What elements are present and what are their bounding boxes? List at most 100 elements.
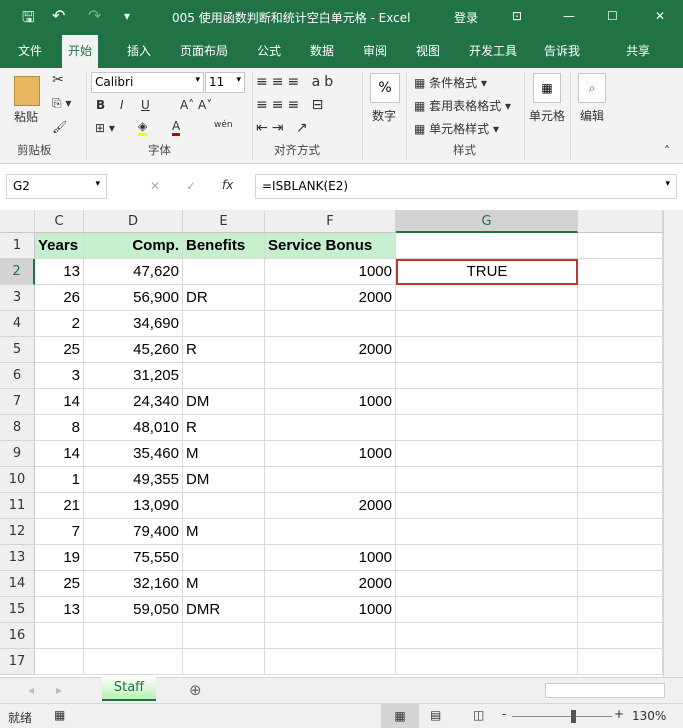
- cell-empty[interactable]: [578, 259, 663, 285]
- cell-E17[interactable]: [183, 649, 265, 675]
- cell-C9[interactable]: 14: [35, 441, 84, 467]
- page-layout-icon[interactable]: ▤: [430, 708, 442, 722]
- cancel-icon[interactable]: ✕: [150, 179, 161, 193]
- cell-G8[interactable]: [396, 415, 578, 441]
- maximize-icon[interactable]: ☐: [607, 9, 618, 23]
- number-format-icon[interactable]: %: [370, 73, 400, 103]
- cell-E5[interactable]: R: [183, 337, 265, 363]
- cell-G17[interactable]: [396, 649, 578, 675]
- row-header[interactable]: 5: [0, 337, 35, 363]
- row-header[interactable]: 9: [0, 441, 35, 467]
- row-header[interactable]: 2: [0, 259, 35, 285]
- format-painter-icon[interactable]: 🖌: [52, 120, 68, 134]
- row-header[interactable]: 1: [0, 233, 35, 259]
- column-header-C[interactable]: C: [35, 210, 84, 233]
- sheet-tab-staff[interactable]: Staff: [102, 677, 156, 701]
- cell-E10[interactable]: DM: [183, 467, 265, 493]
- cell-G1[interactable]: [396, 233, 578, 259]
- cell-D12[interactable]: 79,400: [84, 519, 183, 545]
- cell-D7[interactable]: 24,340: [84, 389, 183, 415]
- cell-D16[interactable]: [84, 623, 183, 649]
- cell-F1[interactable]: Service Bonus: [265, 233, 396, 259]
- row-header[interactable]: 11: [0, 493, 35, 519]
- cell-E3[interactable]: DR: [183, 285, 265, 311]
- cell-F2[interactable]: 1000: [265, 259, 396, 285]
- cell-G7[interactable]: [396, 389, 578, 415]
- tab-4[interactable]: 公式: [257, 44, 282, 58]
- paste-button[interactable]: 粘贴: [14, 110, 39, 124]
- tab-1[interactable]: 开始: [62, 35, 99, 68]
- cell-G13[interactable]: [396, 545, 578, 571]
- cell-D14[interactable]: 32,160: [84, 571, 183, 597]
- cell-C3[interactable]: 26: [35, 285, 84, 311]
- column-header-extra[interactable]: [578, 210, 663, 233]
- cell-G6[interactable]: [396, 363, 578, 389]
- redo-icon[interactable]: ↷: [88, 6, 102, 25]
- cell-C2[interactable]: 13: [35, 259, 84, 285]
- cell-F14[interactable]: 2000: [265, 571, 396, 597]
- cell-F9[interactable]: 1000: [265, 441, 396, 467]
- cell-empty[interactable]: [578, 519, 663, 545]
- row-header[interactable]: 16: [0, 623, 35, 649]
- formula-input[interactable]: =ISBLANK(E2) ▾: [255, 174, 677, 199]
- cell-D11[interactable]: 13,090: [84, 493, 183, 519]
- row-header[interactable]: 17: [0, 649, 35, 675]
- customize-icon[interactable]: ▾: [124, 9, 131, 23]
- cell-D5[interactable]: 45,260: [84, 337, 183, 363]
- cell-C13[interactable]: 19: [35, 545, 84, 571]
- cell-C4[interactable]: 2: [35, 311, 84, 337]
- horizontal-scrollbar[interactable]: [545, 683, 665, 698]
- row-header[interactable]: 3: [0, 285, 35, 311]
- cell-D13[interactable]: 75,550: [84, 545, 183, 571]
- align-icons-2[interactable]: ≡≡≡ ⊟: [256, 97, 328, 113]
- number-button[interactable]: 数字: [372, 109, 397, 123]
- cell-empty[interactable]: [578, 311, 663, 337]
- tab-6[interactable]: 审阅: [363, 44, 388, 58]
- cell-C10[interactable]: 1: [35, 467, 84, 493]
- cell-E4[interactable]: [183, 311, 265, 337]
- cell-empty[interactable]: [578, 441, 663, 467]
- cell-G15[interactable]: [396, 597, 578, 623]
- row-header[interactable]: 6: [0, 363, 35, 389]
- tab-5[interactable]: 数据: [310, 44, 335, 58]
- cell-D9[interactable]: 35,460: [84, 441, 183, 467]
- row-header[interactable]: 8: [0, 415, 35, 441]
- cell-D10[interactable]: 49,355: [84, 467, 183, 493]
- cell-F16[interactable]: [265, 623, 396, 649]
- cell-F6[interactable]: [265, 363, 396, 389]
- cell-C5[interactable]: 25: [35, 337, 84, 363]
- cell-C8[interactable]: 8: [35, 415, 84, 441]
- close-icon[interactable]: ✕: [655, 9, 666, 23]
- cell-F8[interactable]: [265, 415, 396, 441]
- paste-icon[interactable]: [14, 76, 40, 106]
- cell-empty[interactable]: [578, 467, 663, 493]
- normal-view-icon[interactable]: ▦: [381, 704, 419, 728]
- cell-E2[interactable]: [183, 259, 265, 285]
- cell-F15[interactable]: 1000: [265, 597, 396, 623]
- cell-E9[interactable]: M: [183, 441, 265, 467]
- collapse-ribbon-icon[interactable]: ˄: [664, 144, 670, 158]
- cell-G9[interactable]: [396, 441, 578, 467]
- font-size-select[interactable]: 11 ▾: [205, 72, 245, 93]
- cell-E14[interactable]: M: [183, 571, 265, 597]
- cell-C12[interactable]: 7: [35, 519, 84, 545]
- align-icons[interactable]: ≡≡≡ ab: [256, 74, 338, 90]
- tab-0[interactable]: 文件: [18, 44, 43, 58]
- cell-E7[interactable]: DM: [183, 389, 265, 415]
- cell-C15[interactable]: 13: [35, 597, 84, 623]
- tab-3[interactable]: 页面布局: [180, 44, 229, 58]
- zoom-level[interactable]: 130%: [632, 709, 667, 723]
- page-break-icon[interactable]: ◫: [473, 708, 485, 722]
- bold-button[interactable]: B: [96, 98, 106, 112]
- cell-empty[interactable]: [578, 623, 663, 649]
- cell-empty[interactable]: [578, 571, 663, 597]
- cell-empty[interactable]: [578, 233, 663, 259]
- macro-record-icon[interactable]: ▦: [54, 708, 66, 722]
- cell-D2[interactable]: 47,620: [84, 259, 183, 285]
- cell-E1[interactable]: Benefits: [183, 233, 265, 259]
- row-header[interactable]: 10: [0, 467, 35, 493]
- cell-F17[interactable]: [265, 649, 396, 675]
- cell-C6[interactable]: 3: [35, 363, 84, 389]
- cell-F13[interactable]: 1000: [265, 545, 396, 571]
- cell-G11[interactable]: [396, 493, 578, 519]
